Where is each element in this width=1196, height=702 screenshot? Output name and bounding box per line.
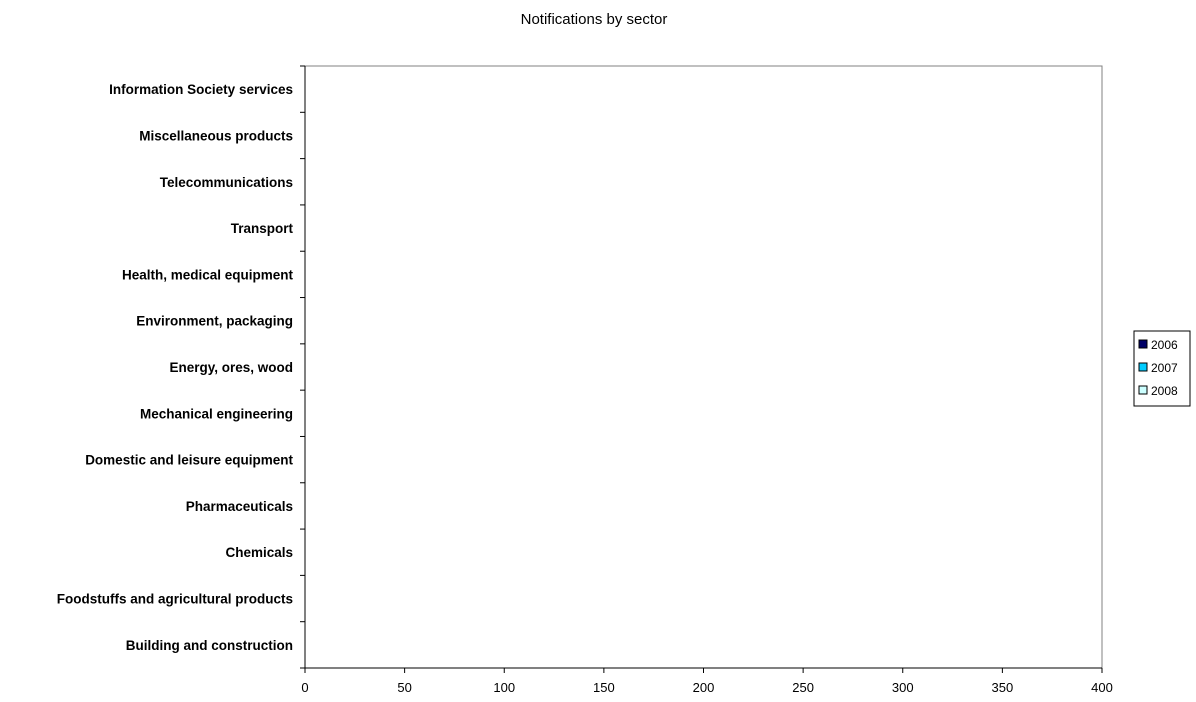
x-tick-label: 50 (397, 680, 411, 695)
legend-swatch-2008 (1138, 385, 1148, 395)
legend-label-2006: 2006 (1151, 338, 1178, 352)
legend-swatch-2006 (1138, 339, 1148, 349)
legend-label-2007: 2007 (1151, 361, 1178, 375)
x-tick-label: 400 (1091, 680, 1113, 695)
x-tick-label: 200 (693, 680, 715, 695)
category-label: Environment, packaging (136, 314, 293, 329)
legend-swatch-2007 (1138, 362, 1148, 372)
category-label: Health, medical equipment (122, 267, 294, 282)
x-tick-labels: 0 50 100 150 200 250 300 350 400 (301, 680, 1112, 695)
category-label: Information Society services (109, 82, 293, 97)
x-tick-label: 350 (992, 680, 1014, 695)
category-label: Mechanical engineering (140, 406, 293, 421)
x-tick-label: 150 (593, 680, 615, 695)
axes (300, 65, 1103, 673)
legend: 2006 2007 2008 (1133, 330, 1191, 407)
x-tick-label: 100 (493, 680, 515, 695)
x-tick-label: 0 (301, 680, 308, 695)
category-label: Energy, ores, wood (169, 360, 293, 375)
chart-title: Notifications by sector (521, 11, 668, 28)
category-labels: Information Society services Miscellaneou… (57, 82, 294, 653)
category-label: Miscellaneous products (139, 128, 293, 143)
x-tick-label: 300 (892, 680, 914, 695)
x-tick-label: 250 (792, 680, 814, 695)
plot-area (304, 65, 1103, 669)
legend-label-2008: 2008 (1151, 384, 1178, 398)
category-label: Domestic and leisure equipment (85, 453, 293, 468)
category-label: Telecommunications (160, 175, 293, 190)
category-label: Pharmaceuticals (186, 499, 293, 514)
category-label: Foodstuffs and agricultural products (57, 592, 293, 607)
category-label: Chemicals (225, 545, 293, 560)
category-label: Transport (231, 221, 294, 236)
category-label: Building and construction (126, 638, 293, 653)
